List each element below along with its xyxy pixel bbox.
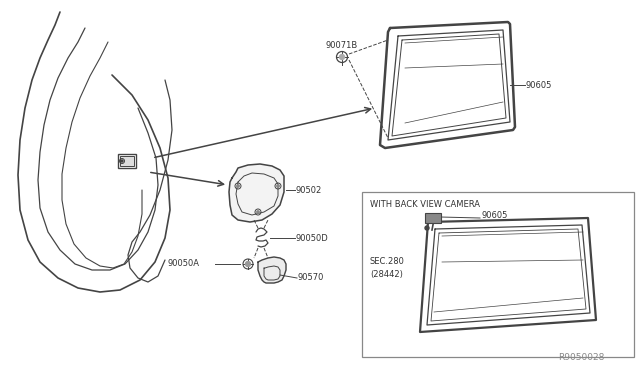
Polygon shape xyxy=(229,164,284,222)
Text: 90050A: 90050A xyxy=(168,260,200,269)
Circle shape xyxy=(339,55,344,60)
Text: 90570: 90570 xyxy=(298,273,324,282)
Circle shape xyxy=(277,185,279,187)
FancyBboxPatch shape xyxy=(362,192,634,357)
Text: R9050028: R9050028 xyxy=(558,353,604,362)
Circle shape xyxy=(121,160,123,162)
FancyBboxPatch shape xyxy=(118,154,136,168)
Text: 90605: 90605 xyxy=(481,211,508,219)
Circle shape xyxy=(425,226,429,230)
Circle shape xyxy=(246,262,250,266)
Text: WITH BACK VIEW CAMERA: WITH BACK VIEW CAMERA xyxy=(370,199,480,208)
Circle shape xyxy=(257,211,259,213)
FancyBboxPatch shape xyxy=(425,213,441,223)
Text: SEC.280: SEC.280 xyxy=(370,257,405,266)
Text: 90502: 90502 xyxy=(296,186,323,195)
Text: 90605: 90605 xyxy=(526,80,552,90)
Circle shape xyxy=(237,185,239,187)
Polygon shape xyxy=(258,257,286,283)
FancyBboxPatch shape xyxy=(120,156,134,166)
Text: (28442): (28442) xyxy=(370,269,403,279)
Text: 90050D: 90050D xyxy=(296,234,329,243)
Text: 90071B: 90071B xyxy=(325,41,357,49)
